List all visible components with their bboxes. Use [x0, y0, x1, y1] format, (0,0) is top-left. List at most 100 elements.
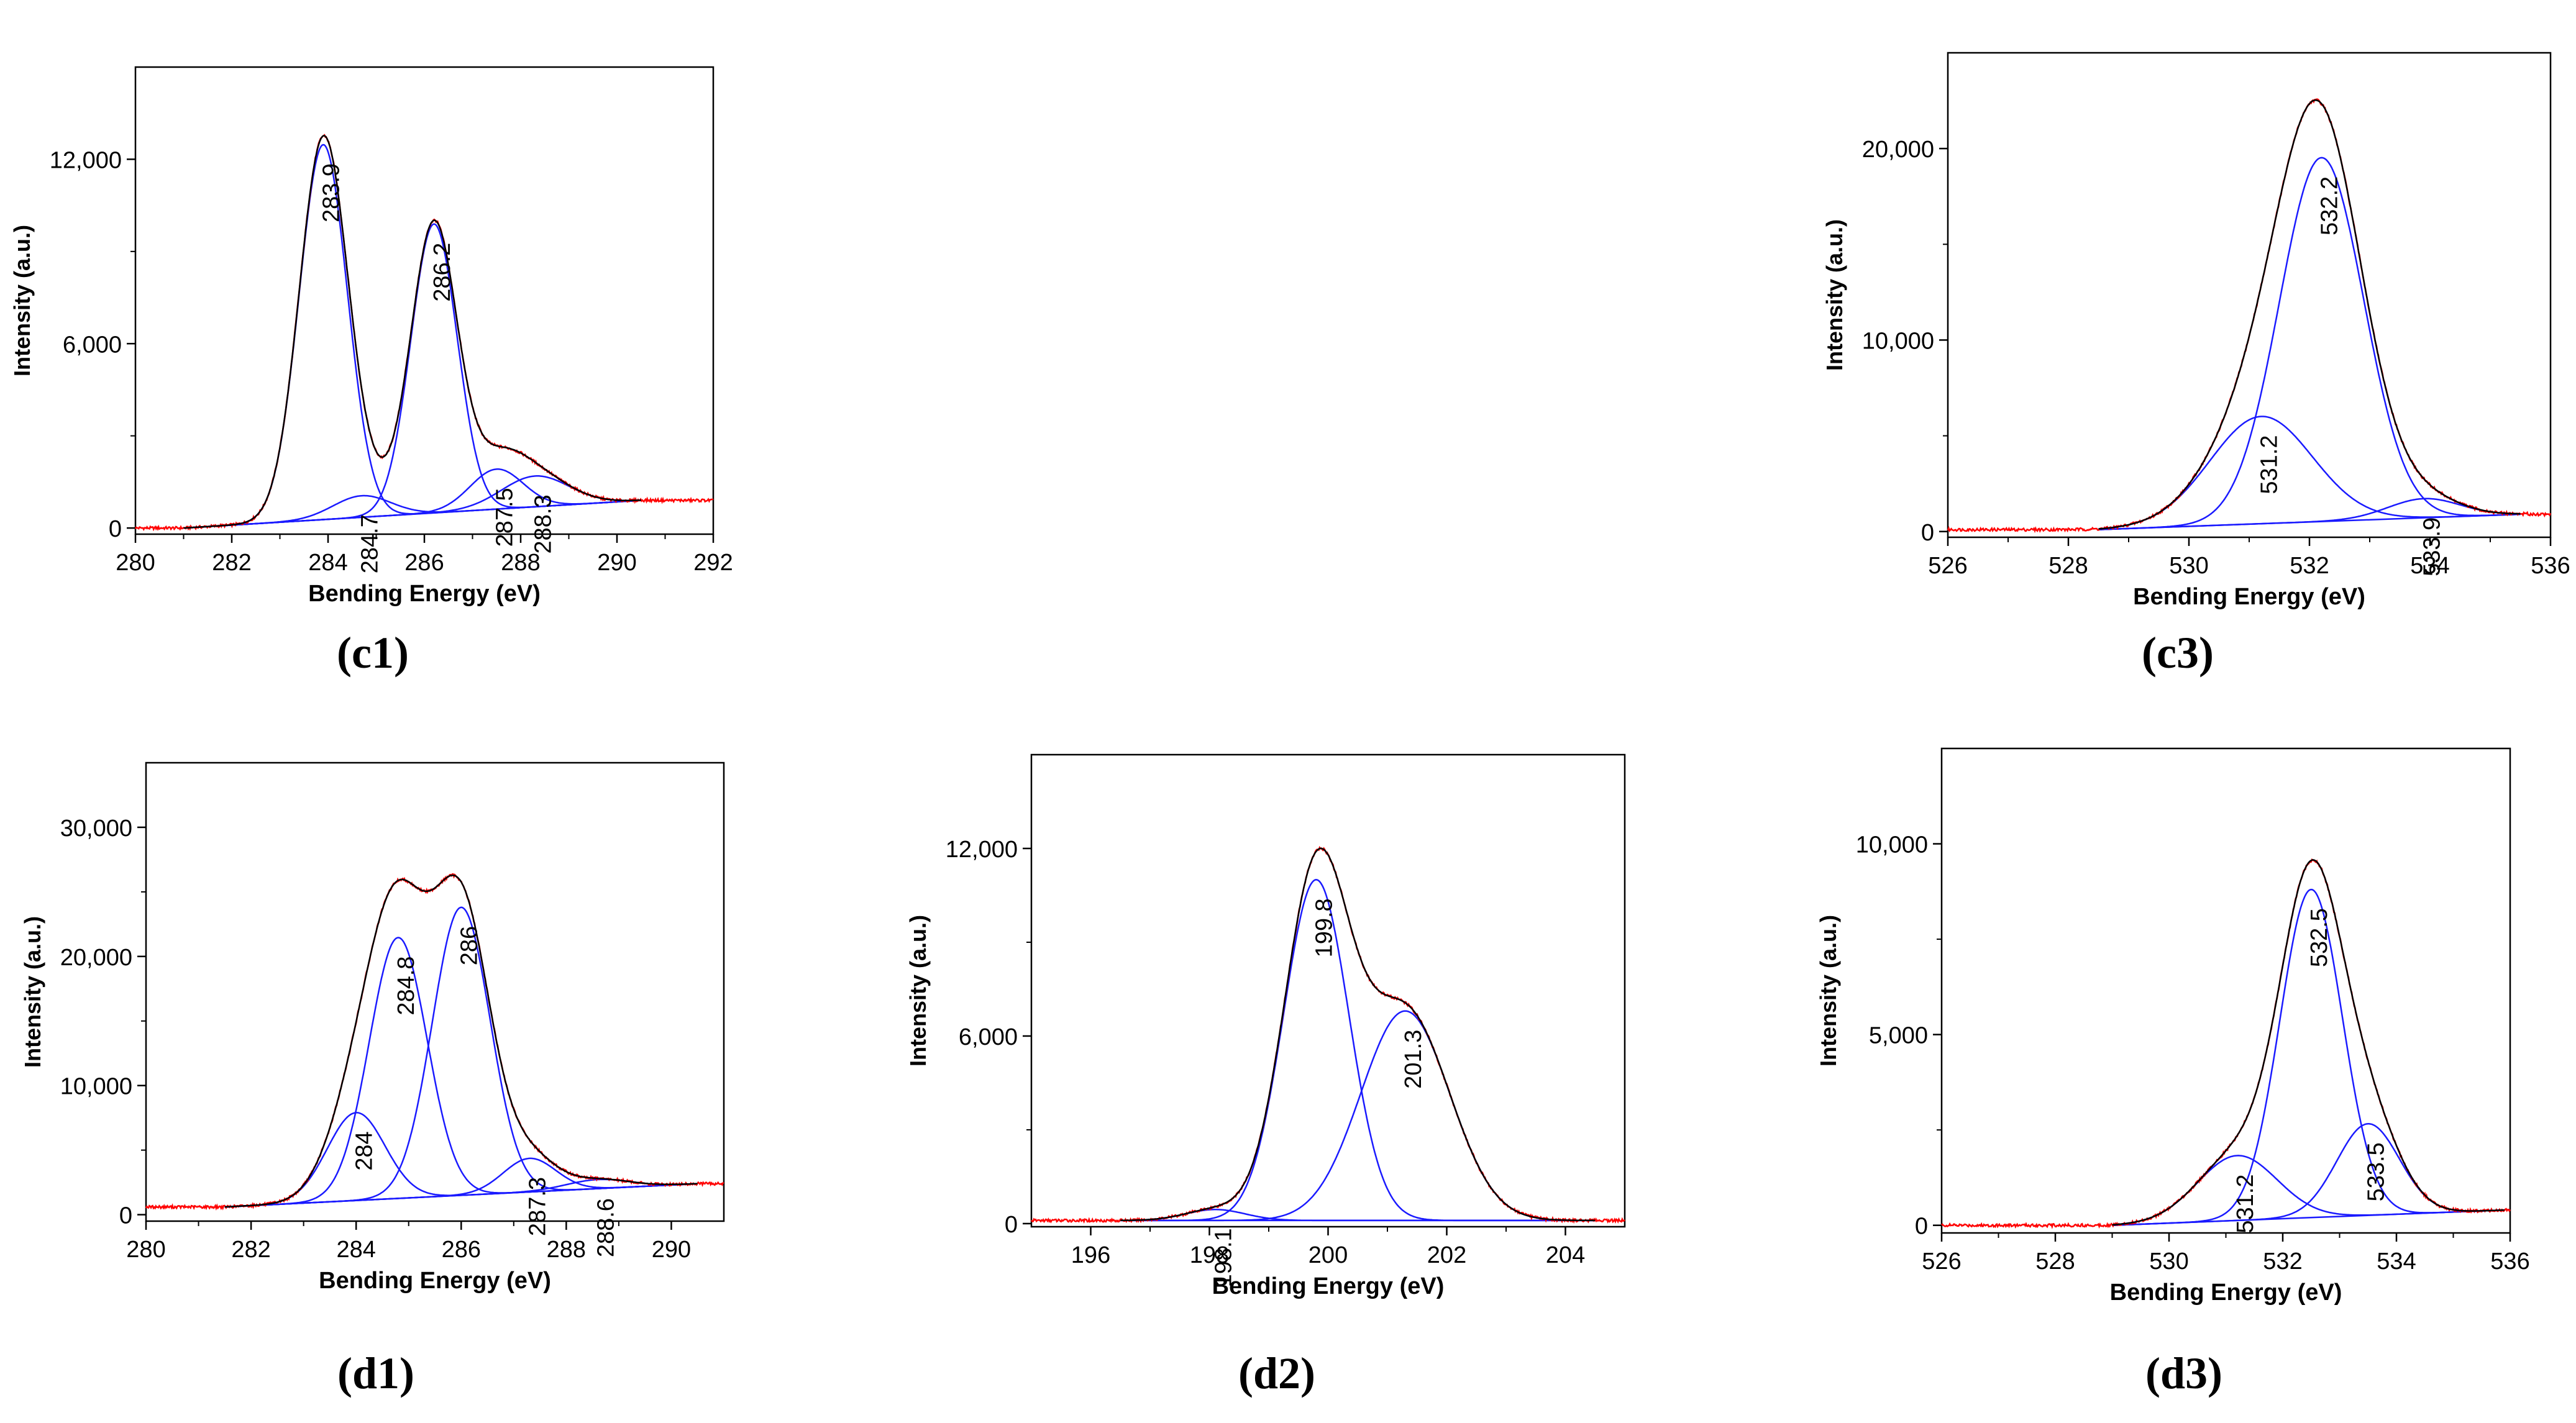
peak-label-d1-2: 286	[457, 926, 483, 965]
x-tick-label-d2: 200	[1309, 1242, 1348, 1268]
peak-component-c1-2	[183, 223, 641, 529]
x-tick-label-d3: 536	[2490, 1248, 2529, 1275]
y-tick-label-d1: 30,000	[60, 816, 132, 842]
raw-data-d1	[145, 873, 724, 1211]
fit-envelope-d2	[1120, 847, 1596, 1222]
y-tick-label-d3: 0	[1915, 1214, 1928, 1240]
raw-data-c3	[1947, 98, 2552, 534]
x-tick-label-c3: 530	[2169, 553, 2208, 579]
peak-label-d2-0: 198.1	[1210, 1228, 1236, 1287]
x-tick-label-c3: 534	[2410, 553, 2449, 579]
peak-component-c3-2	[2098, 498, 2521, 530]
y-tick-label-c1: 0	[109, 516, 122, 542]
y-tick-label-d2: 6,000	[959, 1024, 1018, 1050]
peak-component-d1-1	[224, 937, 698, 1208]
x-tick-label-c1: 282	[212, 550, 251, 576]
peak-label-d3-1: 532.5	[2306, 908, 2332, 967]
peak-label-d3-2: 533.5	[2364, 1142, 2390, 1201]
raw-data-c1	[134, 134, 714, 532]
peak-label-c1-4: 288.3	[531, 494, 557, 553]
fit-envelope-d3	[2112, 859, 2505, 1226]
peak-label-d1-4: 288.6	[593, 1198, 619, 1257]
peak-label-d1-0: 284	[351, 1131, 377, 1170]
plot-frame-c1	[134, 66, 715, 535]
x-tick-label-d1: 280	[126, 1237, 165, 1263]
peak-component-d3-0	[2112, 1155, 2505, 1226]
x-tick-label-c1: 280	[116, 550, 155, 576]
peak-component-c1-0	[183, 143, 641, 529]
plot-frame-d2	[1030, 753, 1626, 1228]
x-tick-label-c3: 526	[1928, 553, 1967, 579]
x-axis-label-d3: Bending Energy (eV)	[2110, 1280, 2342, 1306]
y-axis-label-d2: Intensity (a.u.)	[905, 915, 931, 1066]
fit-envelope-c1	[183, 135, 641, 529]
x-axis-label-d1: Bending Energy (eV)	[319, 1268, 551, 1294]
plot-frame-c3	[1947, 52, 2552, 539]
x-tick-label-d2: 202	[1427, 1242, 1466, 1268]
x-tick-label-c3: 536	[2531, 553, 2570, 579]
peak-label-d2-2: 201.3	[1400, 1030, 1427, 1089]
x-tick-label-d2: 198	[1190, 1242, 1229, 1268]
x-tick-label-d3: 526	[1922, 1248, 1961, 1275]
chart-d1: 280 282 284 286 288 290 0 10,000 20,000 30,000 Ben…	[20, 762, 725, 1294]
y-tick-label-c3: 0	[1921, 520, 1934, 546]
peak-component-d3-2	[2112, 1123, 2505, 1226]
peak-component-c3-1	[2098, 157, 2521, 530]
x-tick-label-c1: 292	[693, 550, 733, 576]
peak-label-d3-0: 531.2	[2232, 1174, 2259, 1233]
chart-d2: 196 198 200 202 204 0 6,000 12,000 Bending Energ…	[905, 753, 1626, 1299]
chart-d3: 526 528 530 532 534 536 0 5,000 10,000 Bending En…	[1816, 747, 2530, 1306]
x-tick-label-d3: 530	[2149, 1248, 2188, 1275]
x-tick-label-d2: 204	[1546, 1242, 1585, 1268]
y-tick-label-d3: 10,000	[1856, 832, 1928, 858]
caption-c1: (c1)	[337, 628, 409, 678]
x-axis-label-c3: Bending Energy (eV)	[2133, 584, 2365, 610]
peak-label-c1-3: 287.5	[492, 488, 518, 547]
x-tick-label-d1: 286	[442, 1237, 481, 1263]
x-tick-label-d1: 290	[652, 1237, 691, 1263]
y-tick-label-d2: 12,000	[946, 837, 1018, 863]
y-axis-label-c3: Intensity (a.u.)	[1822, 219, 1847, 371]
y-tick-label-c1: 6,000	[63, 332, 122, 358]
x-tick-label-c1: 284	[308, 550, 347, 576]
peak-label-d1-1: 284.8	[393, 956, 419, 1015]
fit-envelope-d1	[224, 874, 698, 1208]
y-tick-label-d3: 5,000	[1869, 1023, 1928, 1049]
x-tick-label-c3: 528	[2048, 553, 2088, 579]
x-tick-label-d1: 288	[547, 1237, 586, 1263]
peak-label-c1-2: 286.2	[429, 243, 455, 302]
caption-d2: (d2)	[1238, 1348, 1315, 1398]
x-tick-label-c1: 286	[404, 550, 444, 576]
y-tick-label-c3: 20,000	[1862, 137, 1934, 163]
y-tick-label-d1: 20,000	[60, 945, 132, 971]
peak-label-c3-2: 533.9	[2419, 517, 2446, 576]
y-tick-label-d1: 0	[119, 1203, 132, 1229]
caption-d3: (d3)	[2145, 1348, 2222, 1398]
x-tick-label-d2: 196	[1071, 1242, 1110, 1268]
x-tick-label-d1: 284	[336, 1237, 375, 1263]
x-tick-label-c1: 290	[597, 550, 636, 576]
plot-frame-d1	[145, 762, 725, 1222]
caption-c3: (c3)	[2142, 628, 2214, 678]
peak-component-d2-2	[1120, 1010, 1596, 1222]
x-axis-label-c1: Bending Energy (eV)	[308, 581, 541, 607]
chart-c1: 280 282 284 286 288 290 292 0 6,000 12,000 Bending…	[9, 66, 733, 607]
peak-label-d2-1: 199.8	[1312, 898, 1338, 957]
x-tick-label-d3: 528	[2035, 1248, 2075, 1275]
peak-component-d2-1	[1120, 879, 1596, 1222]
peak-label-c1-1: 284.7	[357, 514, 383, 573]
x-tick-label-c1: 288	[501, 550, 540, 576]
peak-label-c1-0: 283.9	[319, 163, 345, 222]
x-axis-label-d2: Bending Energy (eV)	[1212, 1273, 1445, 1299]
y-tick-label-c3: 10,000	[1862, 328, 1934, 354]
x-tick-label-d3: 534	[2377, 1248, 2416, 1275]
y-axis-label-d1: Intensity (a.u.)	[20, 916, 45, 1068]
caption-d1: (d1)	[337, 1348, 414, 1398]
peak-label-c3-1: 532.2	[2317, 176, 2343, 235]
y-tick-label-d2: 0	[1005, 1212, 1018, 1238]
peak-label-d1-3: 287.3	[524, 1177, 550, 1236]
y-axis-label-c1: Intensity (a.u.)	[9, 225, 35, 376]
chart-c3: 526 528 530 532 534 536 0 10,000 20,000 Bending E…	[1822, 52, 2570, 610]
